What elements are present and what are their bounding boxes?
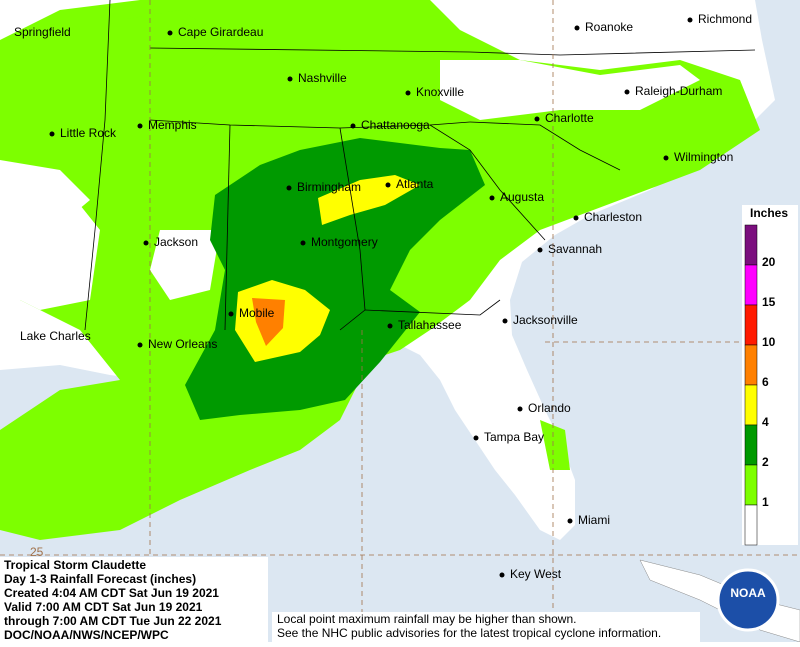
city-dot [300,240,306,246]
state-borders [84,0,756,331]
legend-level: 2 [762,455,769,469]
city-label: Montgomery [311,235,378,249]
city-label: Lake Charles [20,329,91,343]
caption-line: through 7:00 AM CDT Tue Jun 22 2021 [4,614,222,628]
city-label: Tampa Bay [484,430,544,444]
noaa-logo [716,568,780,632]
legend-level: 1 [762,495,769,509]
rain-very-heavy [252,298,285,346]
caption-line: Day 1-3 Rainfall Forecast (inches) [4,572,196,586]
city-label: Chattanooga [361,118,430,132]
city-dot [385,182,391,188]
city-label: Orlando [528,401,571,415]
city-label: Raleigh-Durham [635,84,722,98]
legend-swatch [744,384,758,426]
city-label: Atlanta [396,177,434,191]
city-dot [137,342,143,348]
city-label: Charlotte [545,111,594,125]
city-dot [624,89,630,95]
city-dot [502,318,508,324]
legend-level: 10 [762,335,776,349]
city-dot [574,25,580,31]
city-dot [143,240,149,246]
latitude-label: 25 [30,545,44,559]
city-label: New Orleans [148,337,217,351]
rain-gap [0,60,700,310]
city-dot [489,195,495,201]
city-dot [405,90,411,96]
note-box [272,612,700,642]
city-dot [228,311,234,317]
legend-swatch [744,224,758,266]
city-label: Jacksonville [513,313,578,327]
city-dot [473,435,479,441]
legend-level: 4 [762,415,769,429]
caption-line: Tropical Storm Claudette [4,558,146,572]
city-label: Memphis [148,118,197,132]
legend-swatch [744,344,758,386]
city-label: Charleston [584,210,642,224]
note-line: See the NHC public advisories for the la… [277,626,661,640]
logo-text: NOAA [730,586,766,600]
city-dot [49,131,55,137]
caption-line: Valid 7:00 AM CDT Sat Jun 19 2021 [4,600,203,614]
city-label: Mobile [239,306,275,320]
legend-swatch [744,264,758,306]
city-dot [137,123,143,129]
caption-box [0,557,268,642]
city-label: Savannah [548,242,602,256]
city-dot [687,17,693,23]
city-dot [573,215,579,221]
city-label: Springfield [14,25,71,39]
city-dot [287,76,293,82]
caption-line: DOC/NOAA/NWS/NCEP/WPC [4,628,169,642]
city-dot [387,323,393,329]
legend-swatch [744,504,758,546]
city-label: Jackson [154,235,198,249]
legend-level: 6 [762,375,769,389]
city-label: Augusta [500,190,544,204]
city-dot [167,30,173,36]
legend-swatch [744,304,758,346]
city-label: Key West [510,567,562,581]
city-dot [537,247,543,253]
city-dot [350,123,356,129]
legend-level: 20 [762,255,776,269]
city-dot [499,572,505,578]
legend-swatch [744,424,758,466]
city-label: Richmond [698,12,752,26]
legend-swatch [744,464,758,506]
caption-line: Created 4:04 AM CDT Sat Jun 19 2021 [4,586,219,600]
city-label: Knoxville [416,85,464,99]
city-dot [517,406,523,412]
city-dot [534,116,540,122]
legend-title: Inches [750,206,788,220]
city-dot [567,518,573,524]
city-label: Miami [578,513,610,527]
city-label: Little Rock [60,126,117,140]
city-dot [663,155,669,161]
city-dot [286,185,292,191]
city-label: Roanoke [585,20,633,34]
city-label: Cape Girardeau [178,25,263,39]
city-label: Birmingham [297,180,361,194]
note-line: Local point maximum rainfall may be high… [277,612,576,626]
city-label: Wilmington [674,150,733,164]
city-label: Nashville [298,71,347,85]
city-label: Tallahassee [398,318,462,332]
legend-level: 15 [762,295,776,309]
